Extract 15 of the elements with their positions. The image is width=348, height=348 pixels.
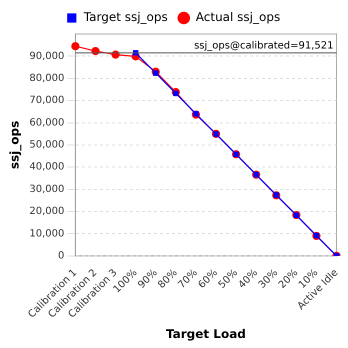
y-tick-label: 70,000 xyxy=(29,95,64,106)
y-axis-title: ssj_ops xyxy=(7,120,22,170)
y-tick-label: 50,000 xyxy=(29,140,64,151)
y-tick-label: 0 xyxy=(58,250,64,262)
y-tick-label: 60,000 xyxy=(29,117,64,128)
y-tick-label: 20,000 xyxy=(29,206,64,218)
legend-label: Target ssj_ops xyxy=(82,10,168,24)
y-tick-label: 10,000 xyxy=(29,228,64,240)
ref-line-label: ssj_ops@calibrated=91,521 xyxy=(194,40,334,52)
y-tick-label: 40,000 xyxy=(29,162,64,173)
y-tick-label: 80,000 xyxy=(29,72,64,84)
y-tick-label: 30,000 xyxy=(29,184,64,195)
y-tick-label: 90,000 xyxy=(29,50,64,62)
x-axis-title: Target Load xyxy=(166,326,246,341)
legend-label: Actual ssj_ops xyxy=(196,10,280,24)
